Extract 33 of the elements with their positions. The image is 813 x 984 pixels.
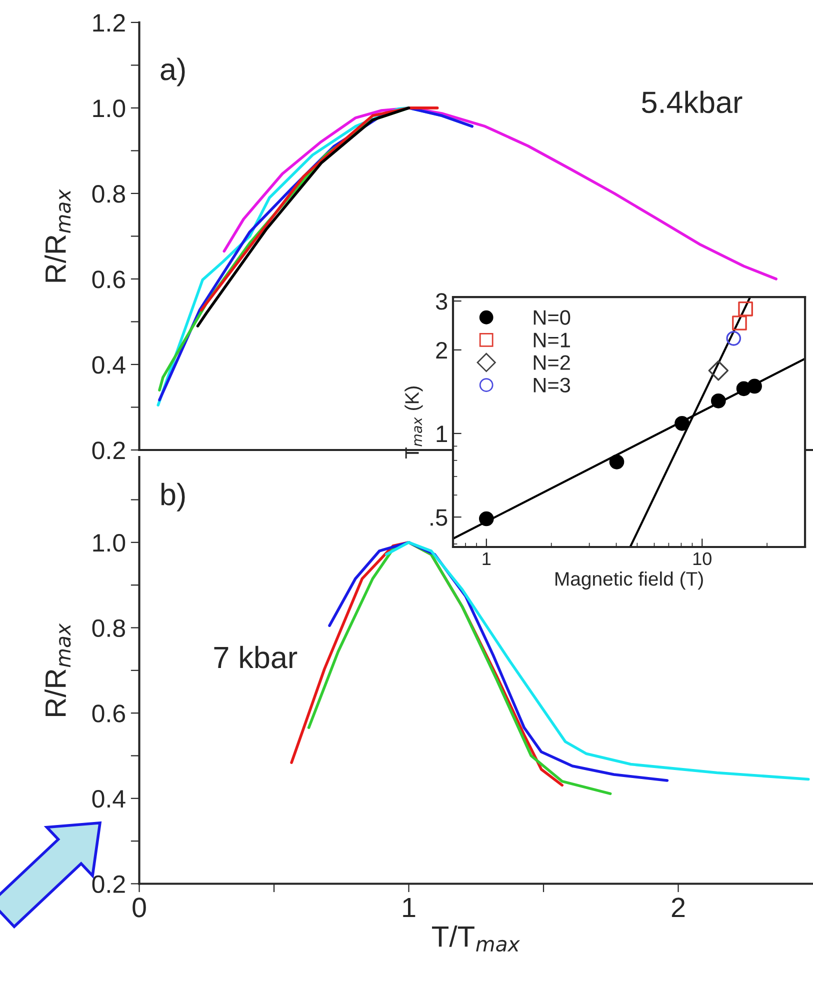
y-tick-label: 0.2 [92,875,125,894]
x-tick-label: 10 [693,552,712,566]
x-tick-label: 2 [672,898,685,918]
y-tick-label: 1.0 [93,100,126,118]
legend-label: N=3 [534,378,570,393]
y-tick-label: 0.4 [92,356,126,374]
annotation: b) [161,482,185,512]
y-tick-label: 3 [436,293,448,310]
line-series [196,106,410,328]
line-series [385,541,810,781]
x-axis-title: T/T$_{max}$ [432,925,520,952]
y-tick-label: 1 [436,426,447,442]
y-axis-title: R/R$_{max}$ [44,189,71,282]
legend-label: N=1 [534,332,570,348]
y-tick-label: 0.6 [92,704,125,722]
x-tick-label: 1 [403,898,416,918]
annotation: 7 kbar [214,646,298,668]
y-tick-label: 0.6 [92,270,125,288]
y-tick-label: 2 [436,342,447,358]
y-tick-label: 0.2 [92,442,125,460]
legend-label: N=2 [534,355,570,370]
x-axis-title: Magnetic field (T) [556,571,703,590]
y-tick-label: 0.4 [92,790,126,808]
y-tick-label: 1.2 [93,14,125,32]
y-axis-title: R/R$_{max}$ [44,623,71,716]
legend-label: N=0 [534,310,570,325]
x-tick-label: 0 [132,898,146,918]
annotation: a) [160,58,185,86]
y-tick-label: 1.0 [93,534,126,552]
annotation: 5.4kbar [642,90,742,114]
y-tick-label: 0.8 [92,185,125,203]
y-tick-label: 0.8 [92,619,125,638]
y-tick-label: .5 [430,509,448,526]
